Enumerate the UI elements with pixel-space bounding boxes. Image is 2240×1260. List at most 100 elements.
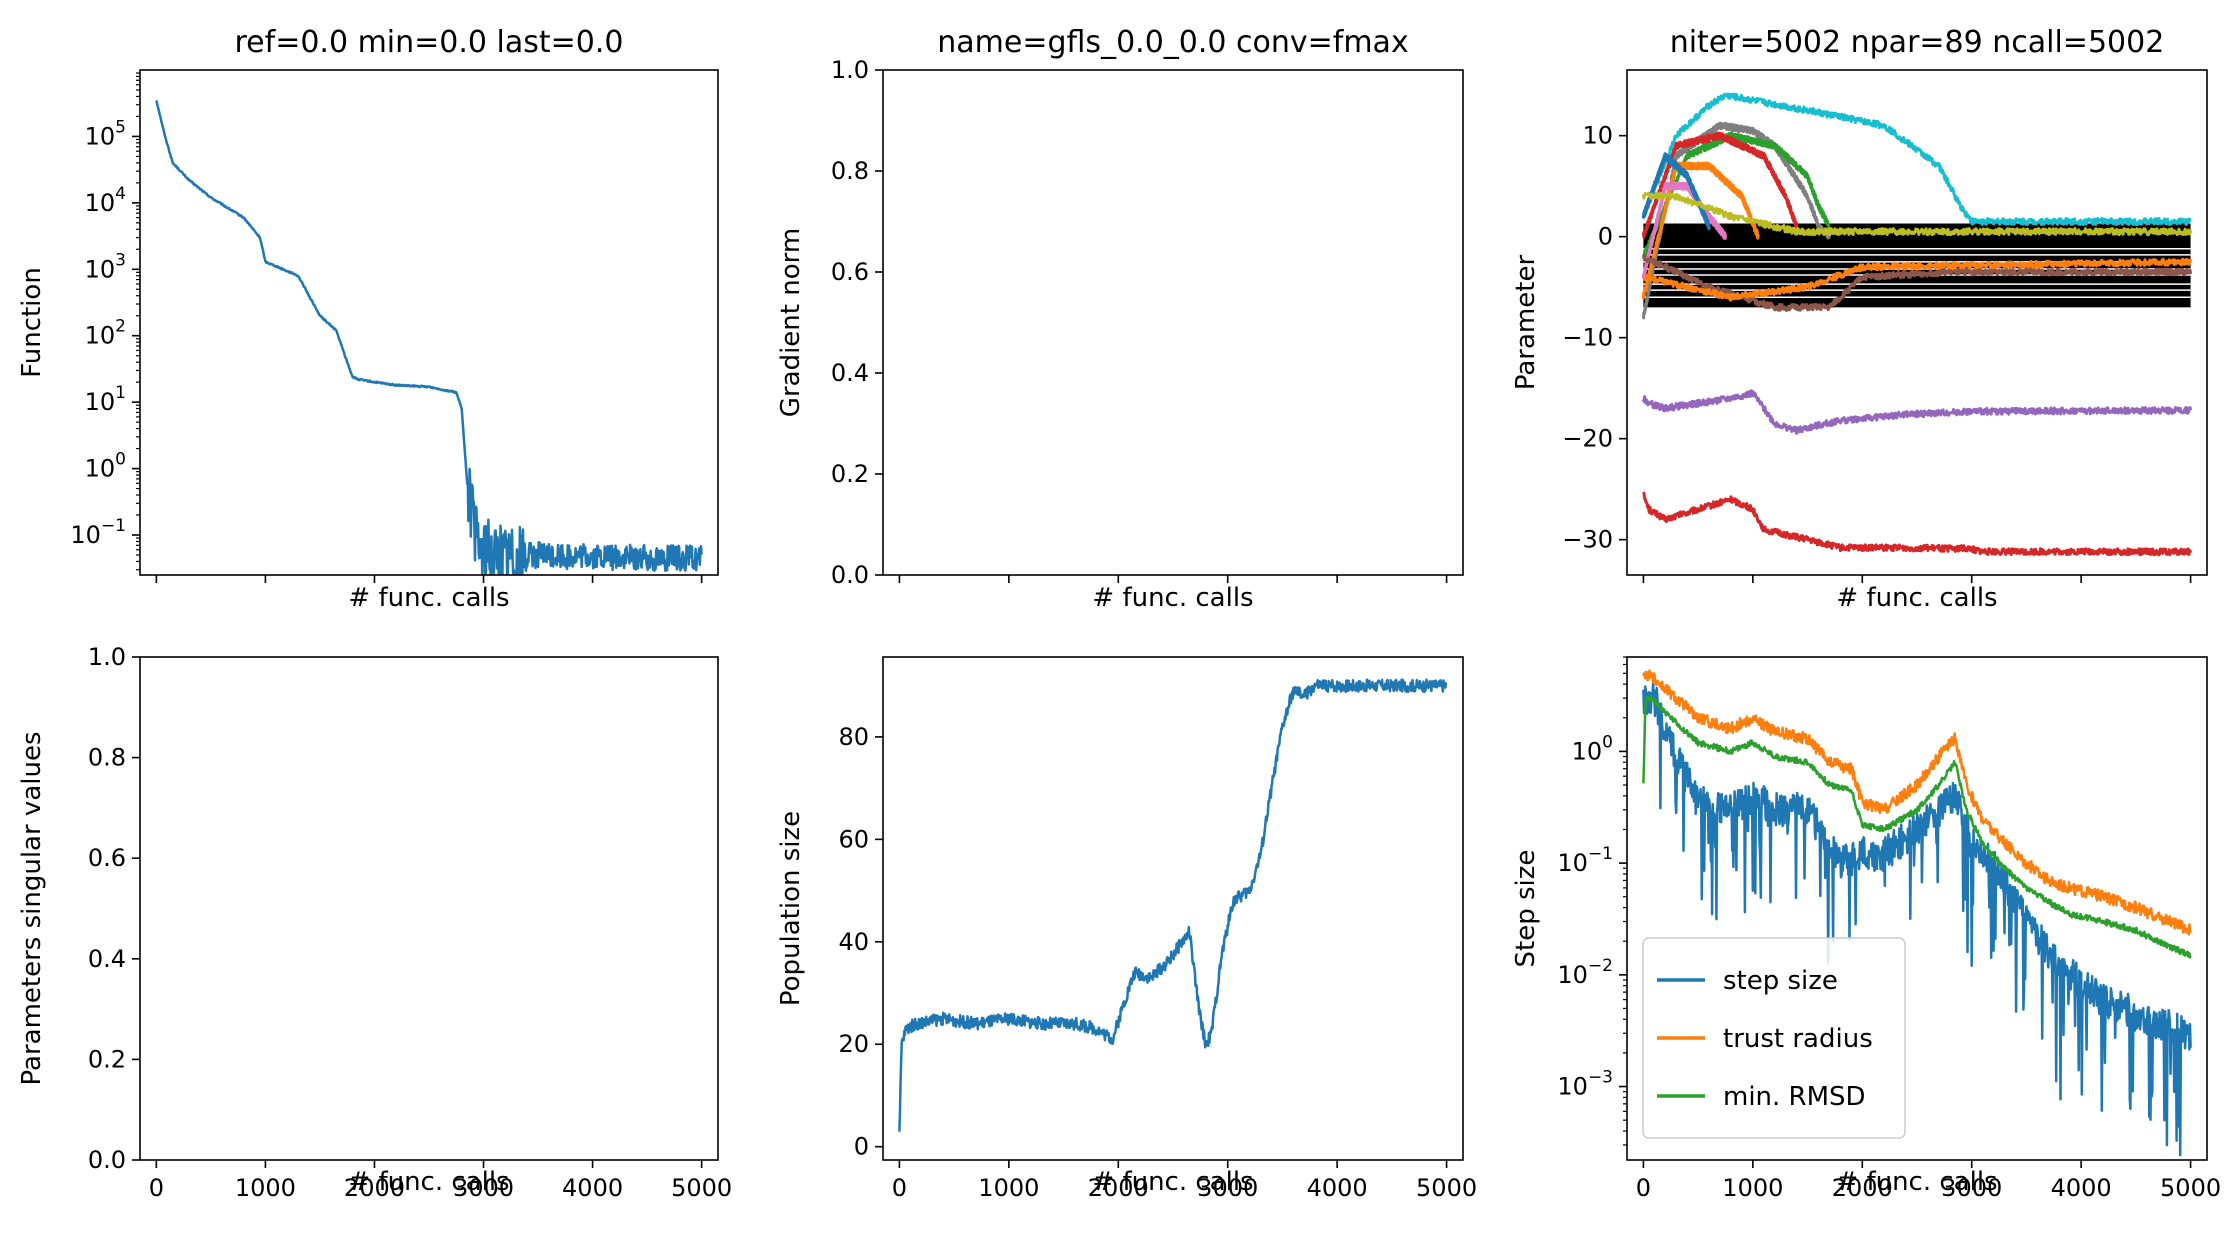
x-axis-label-singular: # func. calls — [348, 1167, 509, 1197]
y-tick-label-function-6: 105 — [85, 117, 126, 150]
y-tick-label-singular-5: 1.0 — [88, 643, 126, 671]
series-line-parameter-10 — [1641, 389, 2193, 435]
y-tick-label-parameter-1: −20 — [1562, 425, 1613, 453]
axes-frame-population — [882, 656, 1464, 1161]
x-tick-label-step-4: 4000 — [2051, 1174, 2112, 1202]
y-tick-label-gradient-0: 0.0 — [831, 561, 869, 589]
series-line-parameter-8 — [1642, 257, 2193, 302]
x-tick-label-singular-2: 2000 — [344, 1174, 405, 1202]
legend-box — [1642, 937, 1906, 1139]
x-tick-label-singular-1: 1000 — [235, 1174, 296, 1202]
x-axis-label-population: # func. calls — [1092, 1167, 1253, 1197]
x-tick-label-step-1: 1000 — [1722, 1174, 1783, 1202]
y-axis-label-singular: Parameters singular values — [17, 732, 47, 1086]
panel-singular: 0 1000 2000 3000 4000 5000 0.0 0.2 0.4 0.6 0.8 1.0 #… — [17, 643, 732, 1202]
y-tick-label-population-1: 20 — [838, 1030, 869, 1058]
x-axis-label-step: # func. calls — [1836, 1167, 1997, 1197]
y-tick-label-parameter-3: 0 — [1598, 223, 1613, 251]
series-line-population-0 — [898, 678, 1448, 1132]
axes-frame-singular — [139, 656, 719, 1161]
axes-frame-function — [139, 69, 719, 576]
y-tick-label-parameter-0: −30 — [1562, 526, 1613, 554]
x-tick-label-population-4: 4000 — [1307, 1174, 1368, 1202]
legend-label-1: trust radius — [1723, 1024, 1873, 1054]
series-line-parameter-3 — [1641, 131, 1799, 239]
plot-area-function — [155, 100, 703, 575]
y-axis-label-population: Population size — [776, 811, 806, 1006]
x-tick-label-step-3: 3000 — [1941, 1174, 2002, 1202]
series-line-parameter-9 — [1641, 191, 2193, 237]
panel-gradient: 0.0 0.2 0.4 0.6 0.8 1.0 # func. calls Gradient … — [776, 25, 1464, 613]
series-line-parameter-5 — [1641, 181, 1727, 280]
y-tick-label-function-4: 103 — [85, 250, 126, 283]
legend-label-0: step size — [1723, 966, 1838, 996]
panel-function: 10−1 100 101 102 103 104 105 # func. calls Funct… — [17, 25, 719, 613]
y-tick-label-gradient-5: 1.0 — [831, 56, 869, 84]
x-tick-label-singular-5: 5000 — [671, 1174, 732, 1202]
x-tick-label-singular-4: 4000 — [562, 1174, 623, 1202]
x-tick-label-step-0: 0 — [1636, 1174, 1651, 1202]
y-tick-label-population-2: 40 — [838, 928, 869, 956]
chart-title-parameter: niter=5002 npar=89 ncall=5002 — [1670, 25, 2165, 60]
y-tick-label-function-0: 10−1 — [70, 516, 126, 549]
chart-title-function: ref=0.0 min=0.0 last=0.0 — [235, 25, 624, 60]
y-axis-label-step: Step size — [1511, 850, 1541, 968]
y-tick-label-singular-0: 0.0 — [88, 1146, 126, 1174]
legend-label-2: min. RMSD — [1723, 1082, 1866, 1112]
x-tick-label-singular-0: 0 — [149, 1174, 164, 1202]
plot-area-step — [1642, 669, 2192, 1157]
y-tick-label-gradient-4: 0.8 — [831, 157, 869, 185]
y-axis-label-gradient: Gradient norm — [776, 228, 806, 417]
y-tick-label-gradient-3: 0.6 — [831, 258, 869, 286]
y-tick-label-singular-4: 0.8 — [88, 744, 126, 772]
chart-title-gradient: name=gfls_0.0_0.0 conv=fmax — [937, 25, 1408, 60]
y-tick-label-parameter-2: −10 — [1562, 324, 1613, 352]
plot-area-population — [898, 678, 1448, 1132]
axes-frame-step — [1626, 656, 2208, 1161]
x-tick-label-population-5: 5000 — [1416, 1174, 1477, 1202]
legend-step: step size trust radius min. RMSD — [1642, 937, 1906, 1139]
y-tick-label-function-5: 104 — [85, 184, 126, 217]
series-line-function-0 — [155, 100, 703, 575]
y-tick-label-gradient-2: 0.4 — [831, 359, 869, 387]
x-tick-label-singular-3: 3000 — [453, 1174, 514, 1202]
x-axis-label-function: # func. calls — [348, 583, 509, 613]
y-tick-label-function-2: 101 — [85, 383, 126, 416]
y-tick-label-gradient-1: 0.2 — [831, 460, 869, 488]
x-tick-label-step-5: 5000 — [2160, 1174, 2221, 1202]
y-tick-label-step-1: 10−2 — [1557, 956, 1613, 989]
y-tick-label-parameter-4: 10 — [1582, 122, 1613, 150]
x-axis-label-parameter: # func. calls — [1836, 583, 1997, 613]
y-tick-label-function-1: 100 — [85, 450, 126, 483]
plot-area-parameter — [1641, 92, 2193, 557]
y-tick-label-step-3: 100 — [1572, 732, 1613, 765]
y-tick-label-population-4: 80 — [838, 723, 869, 751]
x-tick-label-population-1: 1000 — [978, 1174, 1039, 1202]
y-tick-label-population-0: 0 — [854, 1133, 869, 1161]
panel-population: 0 1000 2000 3000 4000 5000 0 20 40 60 80 # func. ca… — [776, 656, 1477, 1202]
y-tick-label-function-3: 102 — [85, 317, 126, 350]
x-tick-label-population-3: 3000 — [1197, 1174, 1258, 1202]
panel-parameter: −30 −20 −10 0 10 # func. calls Parameter niter=… — [1511, 25, 2208, 613]
x-tick-label-population-0: 0 — [892, 1174, 907, 1202]
y-tick-label-singular-2: 0.4 — [88, 945, 126, 973]
axes-frame-gradient — [882, 69, 1464, 576]
axes-frame-parameter — [1626, 69, 2208, 576]
y-axis-label-parameter: Parameter — [1511, 255, 1541, 391]
y-tick-label-population-3: 60 — [838, 825, 869, 853]
series-line-step-1 — [1642, 669, 2192, 936]
y-tick-label-singular-1: 0.2 — [88, 1045, 126, 1073]
series-line-step-2 — [1642, 694, 2192, 959]
series-line-parameter-0 — [1641, 92, 2192, 226]
y-axis-label-function: Function — [17, 267, 47, 378]
x-tick-label-population-2: 2000 — [1088, 1174, 1149, 1202]
series-line-step-0 — [1642, 681, 2192, 1157]
series-line-parameter-11 — [1642, 491, 2193, 557]
series-line-parameter-6 — [1641, 152, 1711, 231]
panel-step: 0 1000 2000 3000 4000 5000 10−3 10−2 10−1 100 # fu… — [1511, 656, 2221, 1202]
y-tick-label-step-2: 10−1 — [1557, 844, 1613, 877]
series-line-parameter-4 — [1641, 161, 1760, 299]
y-tick-label-step-0: 10−3 — [1557, 1068, 1613, 1101]
x-tick-label-step-2: 2000 — [1832, 1174, 1893, 1202]
